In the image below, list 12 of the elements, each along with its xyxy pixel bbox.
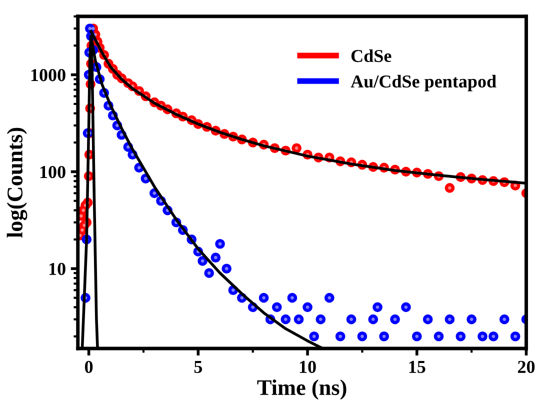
y-tick-label: 10 <box>49 262 66 276</box>
y-tick-label: 1000 <box>31 69 66 82</box>
x-tick-label: 0 <box>84 360 93 374</box>
legend-label: Au/CdSe pentapod <box>350 74 496 92</box>
x-tick-label: 15 <box>409 360 426 374</box>
legend-label: CdSe <box>351 49 392 62</box>
x-tick-label: 5 <box>194 361 202 374</box>
y-axis-title: log(Counts) <box>6 128 28 238</box>
y-tick-label: 100 <box>40 166 66 178</box>
x-axis-title: Time (ns) <box>257 379 346 400</box>
x-tick-label: 10 <box>300 360 316 374</box>
x-tick-label: 20 <box>518 360 535 374</box>
